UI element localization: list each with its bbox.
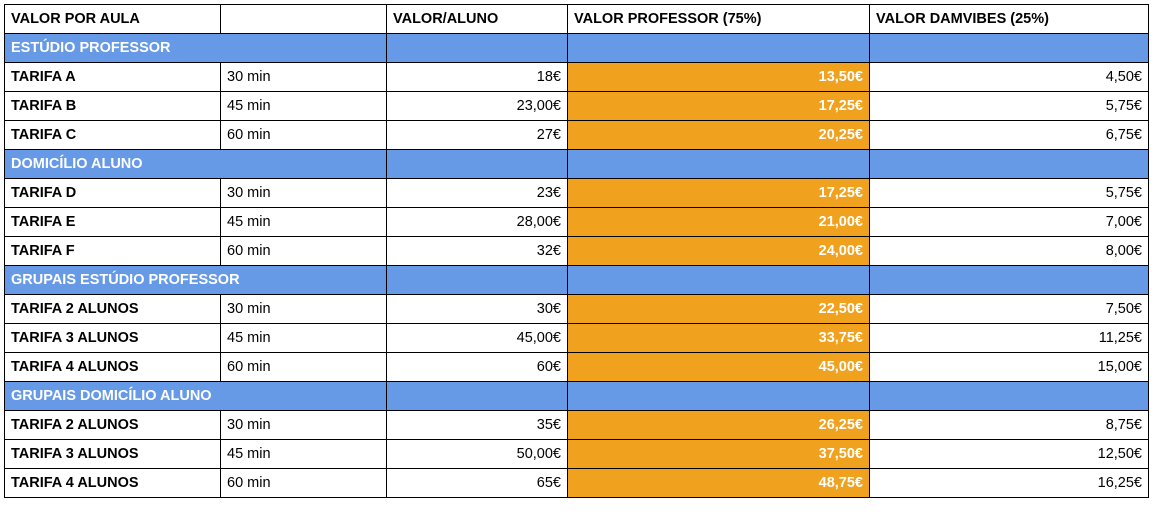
section-row: GRUPAIS DOMICÍLIO ALUNO bbox=[5, 382, 1149, 411]
valor-damvibes: 7,00€ bbox=[870, 208, 1149, 237]
tariff-duration: 30 min bbox=[221, 179, 387, 208]
tariff-duration: 45 min bbox=[221, 92, 387, 121]
data-row: TARIFA 2 ALUNOS30 min30€22,50€7,50€ bbox=[5, 295, 1149, 324]
header-row: VALOR POR AULA VALOR/ALUNOVALOR PROFESSOR… bbox=[5, 5, 1149, 34]
section-fill bbox=[870, 150, 1149, 179]
tariff-name: TARIFA 3 ALUNOS bbox=[5, 440, 221, 469]
header-empty bbox=[221, 5, 387, 34]
valor-professor: 21,00€ bbox=[568, 208, 870, 237]
tariff-duration: 60 min bbox=[221, 237, 387, 266]
valor-damvibes: 11,25€ bbox=[870, 324, 1149, 353]
valor-professor: 20,25€ bbox=[568, 121, 870, 150]
valor-professor: 22,50€ bbox=[568, 295, 870, 324]
tariff-duration: 30 min bbox=[221, 295, 387, 324]
section-fill bbox=[568, 150, 870, 179]
section-fill bbox=[387, 150, 568, 179]
data-row: TARIFA F60 min32€24,00€8,00€ bbox=[5, 237, 1149, 266]
tariff-name: TARIFA C bbox=[5, 121, 221, 150]
header-valor-por-aula: VALOR POR AULA bbox=[5, 5, 221, 34]
tariff-name: TARIFA D bbox=[5, 179, 221, 208]
data-row: TARIFA E45 min28,00€21,00€7,00€ bbox=[5, 208, 1149, 237]
valor-professor: 24,00€ bbox=[568, 237, 870, 266]
section-row: GRUPAIS ESTÚDIO PROFESSOR bbox=[5, 266, 1149, 295]
section-title: GRUPAIS ESTÚDIO PROFESSOR bbox=[5, 266, 387, 295]
data-row: TARIFA 2 ALUNOS30 min35€26,25€8,75€ bbox=[5, 411, 1149, 440]
tariff-duration: 30 min bbox=[221, 63, 387, 92]
valor-damvibes: 12,50€ bbox=[870, 440, 1149, 469]
tariff-duration: 60 min bbox=[221, 353, 387, 382]
valor-professor: 48,75€ bbox=[568, 469, 870, 498]
valor-damvibes: 5,75€ bbox=[870, 179, 1149, 208]
valor-damvibes: 16,25€ bbox=[870, 469, 1149, 498]
valor-aluno: 65€ bbox=[387, 469, 568, 498]
data-row: TARIFA 4 ALUNOS60 min60€45,00€15,00€ bbox=[5, 353, 1149, 382]
valor-damvibes: 7,50€ bbox=[870, 295, 1149, 324]
section-fill bbox=[568, 34, 870, 63]
valor-damvibes: 5,75€ bbox=[870, 92, 1149, 121]
section-fill bbox=[870, 382, 1149, 411]
valor-aluno: 45,00€ bbox=[387, 324, 568, 353]
tariff-duration: 45 min bbox=[221, 208, 387, 237]
valor-aluno: 23€ bbox=[387, 179, 568, 208]
data-row: TARIFA 3 ALUNOS45 min50,00€37,50€12,50€ bbox=[5, 440, 1149, 469]
section-fill bbox=[568, 382, 870, 411]
valor-aluno: 27€ bbox=[387, 121, 568, 150]
section-fill bbox=[387, 266, 568, 295]
tariff-name: TARIFA 2 ALUNOS bbox=[5, 411, 221, 440]
header-valor-damvibes: VALOR DAMVIBES (25%) bbox=[870, 5, 1149, 34]
data-row: TARIFA 3 ALUNOS45 min45,00€33,75€11,25€ bbox=[5, 324, 1149, 353]
section-row: ESTÚDIO PROFESSOR bbox=[5, 34, 1149, 63]
valor-professor: 13,50€ bbox=[568, 63, 870, 92]
section-fill bbox=[387, 382, 568, 411]
data-row: TARIFA 4 ALUNOS60 min65€48,75€16,25€ bbox=[5, 469, 1149, 498]
valor-aluno: 30€ bbox=[387, 295, 568, 324]
section-row: DOMICÍLIO ALUNO bbox=[5, 150, 1149, 179]
tariff-name: TARIFA 3 ALUNOS bbox=[5, 324, 221, 353]
tariff-name: TARIFA E bbox=[5, 208, 221, 237]
section-fill bbox=[870, 266, 1149, 295]
tariff-name: TARIFA B bbox=[5, 92, 221, 121]
valor-professor: 33,75€ bbox=[568, 324, 870, 353]
valor-aluno: 28,00€ bbox=[387, 208, 568, 237]
data-row: TARIFA D30 min23€17,25€5,75€ bbox=[5, 179, 1149, 208]
tariff-name: TARIFA 4 ALUNOS bbox=[5, 469, 221, 498]
tariff-duration: 45 min bbox=[221, 324, 387, 353]
tariff-name: TARIFA 4 ALUNOS bbox=[5, 353, 221, 382]
valor-aluno: 18€ bbox=[387, 63, 568, 92]
valor-professor: 45,00€ bbox=[568, 353, 870, 382]
section-title: ESTÚDIO PROFESSOR bbox=[5, 34, 387, 63]
valor-professor: 17,25€ bbox=[568, 92, 870, 121]
tariff-duration: 30 min bbox=[221, 411, 387, 440]
valor-professor: 37,50€ bbox=[568, 440, 870, 469]
valor-damvibes: 8,75€ bbox=[870, 411, 1149, 440]
valor-aluno: 32€ bbox=[387, 237, 568, 266]
valor-aluno: 60€ bbox=[387, 353, 568, 382]
section-title: DOMICÍLIO ALUNO bbox=[5, 150, 387, 179]
section-fill bbox=[568, 266, 870, 295]
tariff-duration: 60 min bbox=[221, 469, 387, 498]
data-row: TARIFA B45 min23,00€17,25€5,75€ bbox=[5, 92, 1149, 121]
valor-professor: 17,25€ bbox=[568, 179, 870, 208]
data-row: TARIFA A30 min18€13,50€4,50€ bbox=[5, 63, 1149, 92]
section-fill bbox=[387, 34, 568, 63]
tariff-name: TARIFA F bbox=[5, 237, 221, 266]
section-fill bbox=[870, 34, 1149, 63]
valor-damvibes: 6,75€ bbox=[870, 121, 1149, 150]
section-title: GRUPAIS DOMICÍLIO ALUNO bbox=[5, 382, 387, 411]
tariff-name: TARIFA 2 ALUNOS bbox=[5, 295, 221, 324]
valor-aluno: 23,00€ bbox=[387, 92, 568, 121]
pricing-table: VALOR POR AULA VALOR/ALUNOVALOR PROFESSOR… bbox=[4, 4, 1149, 498]
valor-damvibes: 4,50€ bbox=[870, 63, 1149, 92]
valor-professor: 26,25€ bbox=[568, 411, 870, 440]
header-valor-professor: VALOR PROFESSOR (75%) bbox=[568, 5, 870, 34]
tariff-duration: 60 min bbox=[221, 121, 387, 150]
valor-damvibes: 15,00€ bbox=[870, 353, 1149, 382]
data-row: TARIFA C60 min27€20,25€6,75€ bbox=[5, 121, 1149, 150]
valor-damvibes: 8,00€ bbox=[870, 237, 1149, 266]
tariff-name: TARIFA A bbox=[5, 63, 221, 92]
tariff-duration: 45 min bbox=[221, 440, 387, 469]
header-valor-aluno: VALOR/ALUNO bbox=[387, 5, 568, 34]
valor-aluno: 50,00€ bbox=[387, 440, 568, 469]
valor-aluno: 35€ bbox=[387, 411, 568, 440]
